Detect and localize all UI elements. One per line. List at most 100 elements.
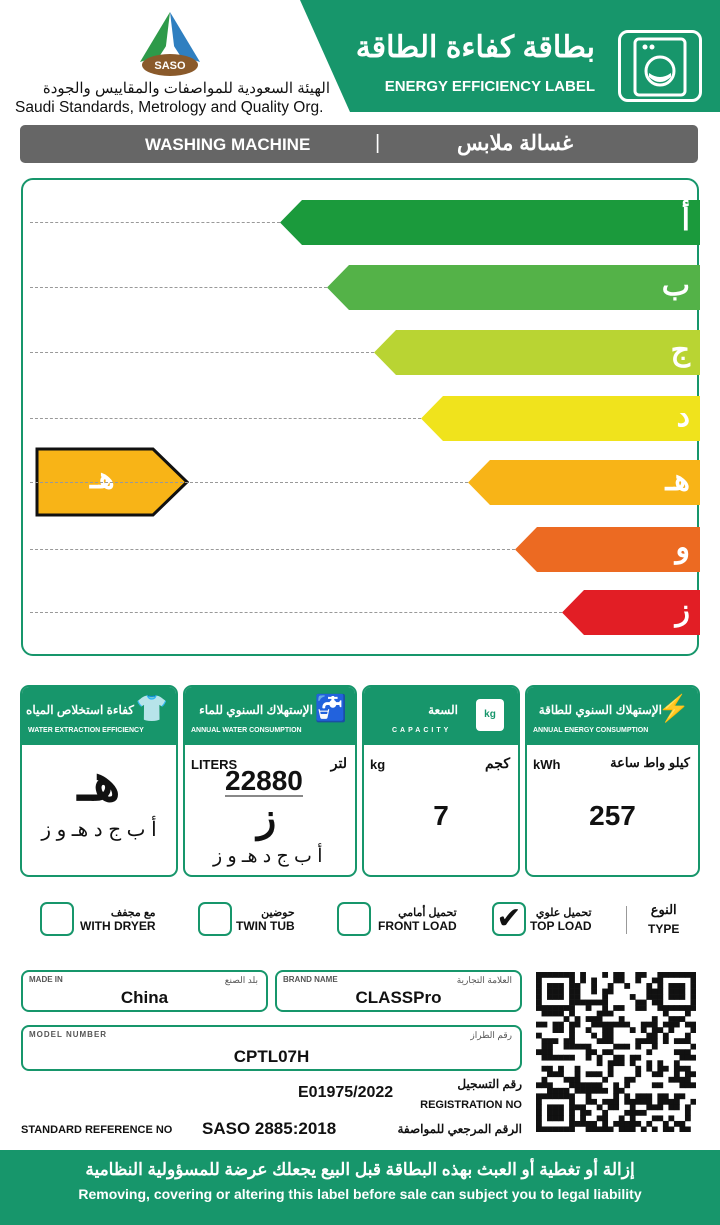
- registration-label-en: REGISTRATION NO: [420, 1099, 522, 1111]
- separator: |: [375, 132, 381, 154]
- card-title-ar: الإستهلاك السنوي للطاقة: [538, 703, 662, 717]
- unit-en: kg: [370, 757, 386, 772]
- standard-label-en: STANDARD REFERENCE NO: [21, 1124, 173, 1136]
- org-name-ar: الهيئة السعودية للمواصفات والمقاييس والج…: [42, 80, 330, 97]
- faucet-icon: 🚰: [314, 693, 347, 723]
- made-in-value: China: [120, 988, 169, 1007]
- capacity-card: السعة CAPACITY kg kg كجم 7: [362, 685, 520, 877]
- type-option-ar: تحميل علوي: [535, 907, 592, 919]
- type-label: النوع TYPE: [648, 902, 679, 936]
- water-extraction-class: هـ: [77, 754, 121, 812]
- qr-code[interactable]: [536, 972, 697, 1133]
- brand-field: BRAND NAME العلامة التجارية CLASSPro: [275, 970, 522, 1012]
- energy-value: 257: [589, 800, 636, 831]
- svg-text:SASO: SASO: [154, 60, 186, 72]
- type-option-en: WITH DRYER: [80, 919, 156, 933]
- guide-line: [30, 222, 280, 223]
- footer-warning: إزالة أو تغطية أو العبث بهذه البطاقة قبل…: [0, 1150, 720, 1225]
- unit-en: kWh: [533, 757, 561, 772]
- water-extraction-card: كفاءة استخلاص المياه WATER EXTRACTION EFF…: [20, 685, 178, 877]
- org-name-en: Saudi Standards, Metrology and Quality O…: [15, 99, 324, 116]
- card-title-en: CAPACITY: [392, 727, 452, 734]
- energy-class-label: هـ: [665, 464, 690, 497]
- energy-class-label: و: [675, 531, 691, 564]
- guide-line: [30, 549, 515, 550]
- energy-class-label: د: [676, 400, 690, 433]
- class-scale: أ ب ج د هـ و ز: [41, 819, 157, 841]
- energy-class-bar: هـ: [468, 460, 700, 505]
- made-in-label-en: MADE IN: [29, 975, 63, 984]
- label-title-en: ENERGY EFFICIENCY LABEL: [384, 78, 595, 95]
- made-in-label-ar: بلد الصنع: [224, 975, 258, 985]
- model-label-en: MODEL NUMBER: [29, 1030, 108, 1039]
- energy-class-bar: أ: [280, 200, 700, 245]
- capacity-value: 7: [433, 800, 449, 831]
- washing-machine-icon: [618, 30, 702, 102]
- divider: [626, 906, 627, 934]
- unit-ar: كيلو واط ساعة: [610, 755, 690, 770]
- class-scale: أ ب ج د هـ و ز: [213, 846, 323, 867]
- type-option-en: FRONT LOAD: [378, 919, 457, 933]
- water-consumption-card: الإستهلاك السنوي للماء ANNUAL WATER CONSU…: [183, 685, 357, 877]
- card-title-ar: كفاءة استخلاص المياه: [26, 703, 134, 717]
- type-option-label: مع مجفف WITH DRYER: [80, 906, 156, 933]
- unit-en: LITERS: [191, 757, 238, 772]
- rating-indicator-label: هـ: [90, 462, 115, 495]
- model-field: MODEL NUMBER رقم الطراز CPTL07H: [21, 1025, 522, 1071]
- energy-consumption-card: الإستهلاك السنوي للطاقة ANNUAL ENERGY CON…: [525, 685, 700, 877]
- guide-line: [30, 418, 421, 419]
- model-value: CPTL07H: [233, 1047, 310, 1066]
- type-option-label: حوضين TWIN TUB: [236, 906, 295, 933]
- type-option-ar: مع مجفف: [110, 907, 156, 919]
- energy-class-label: ب: [661, 269, 690, 302]
- type-checkbox[interactable]: [40, 902, 74, 936]
- standard-label-ar: الرقم المرجعي للمواصفة: [397, 1122, 522, 1136]
- energy-class-bar: د: [421, 396, 700, 441]
- warning-en: Removing, covering or altering this labe…: [78, 1186, 642, 1202]
- label-title-ar: بطاقة كفاءة الطاقة: [355, 31, 595, 64]
- guide-line: [30, 287, 327, 288]
- registration-value: E01975/2022: [298, 1084, 394, 1101]
- model-label-ar: رقم الطراز: [470, 1030, 512, 1040]
- card-title-en: WATER EXTRACTION EFFICIENCY: [28, 727, 144, 734]
- energy-class-label: ز: [675, 594, 691, 627]
- saso-logo: SASO: [135, 10, 205, 78]
- lightning-icon: ⚡: [657, 693, 690, 723]
- energy-class-bar: ج: [374, 330, 700, 375]
- type-checkbox[interactable]: ✔: [492, 902, 526, 936]
- guide-line: [30, 352, 374, 353]
- type-option-en: TWIN TUB: [236, 919, 295, 933]
- type-option-ar: تحميل أمامي: [398, 907, 457, 919]
- energy-class-bar: ز: [562, 590, 700, 635]
- brand-value: CLASSPro: [355, 988, 442, 1007]
- made-in-field: MADE IN بلد الصنع China: [21, 970, 268, 1012]
- guide-line: [30, 482, 468, 483]
- energy-class-label: أ: [681, 204, 690, 237]
- header-band: [300, 0, 720, 112]
- registration-label-ar: رقم التسجيل: [457, 1077, 522, 1091]
- unit-ar: كجم: [484, 755, 510, 771]
- product-type-bar: WASHING MACHINE | غسالة ملابس: [20, 125, 698, 163]
- water-value: 22880: [225, 765, 303, 797]
- warning-ar: إزالة أو تغطية أو العبث بهذه البطاقة قبل…: [85, 1160, 635, 1179]
- water-class: ز: [257, 796, 277, 840]
- energy-class-label: ج: [670, 334, 690, 367]
- shirt-drip-icon: 👕: [135, 693, 168, 723]
- type-checkbox[interactable]: [198, 902, 232, 936]
- brand-label-ar: العلامة التجارية: [456, 975, 512, 985]
- brand-label-en: BRAND NAME: [283, 975, 338, 984]
- shirt-kg-icon: kg: [476, 699, 504, 731]
- type-option-en: TOP LOAD: [530, 919, 592, 933]
- type-option-ar: حوضين: [261, 907, 295, 919]
- guide-line: [30, 612, 562, 613]
- product-name-ar: غسالة ملابس: [456, 132, 573, 155]
- card-title-en: ANNUAL ENERGY CONSUMPTION: [533, 727, 649, 734]
- energy-class-bar: و: [515, 527, 700, 572]
- card-title-ar: الإستهلاك السنوي للماء: [199, 703, 313, 717]
- energy-class-bar: ب: [327, 265, 700, 310]
- type-label-ar: النوع: [650, 902, 677, 917]
- card-title-en: ANNUAL WATER CONSUMPTION: [191, 727, 302, 734]
- type-checkbox[interactable]: [337, 902, 371, 936]
- type-option-label: تحميل أمامي FRONT LOAD: [378, 906, 457, 933]
- unit-ar: لتر: [330, 755, 347, 771]
